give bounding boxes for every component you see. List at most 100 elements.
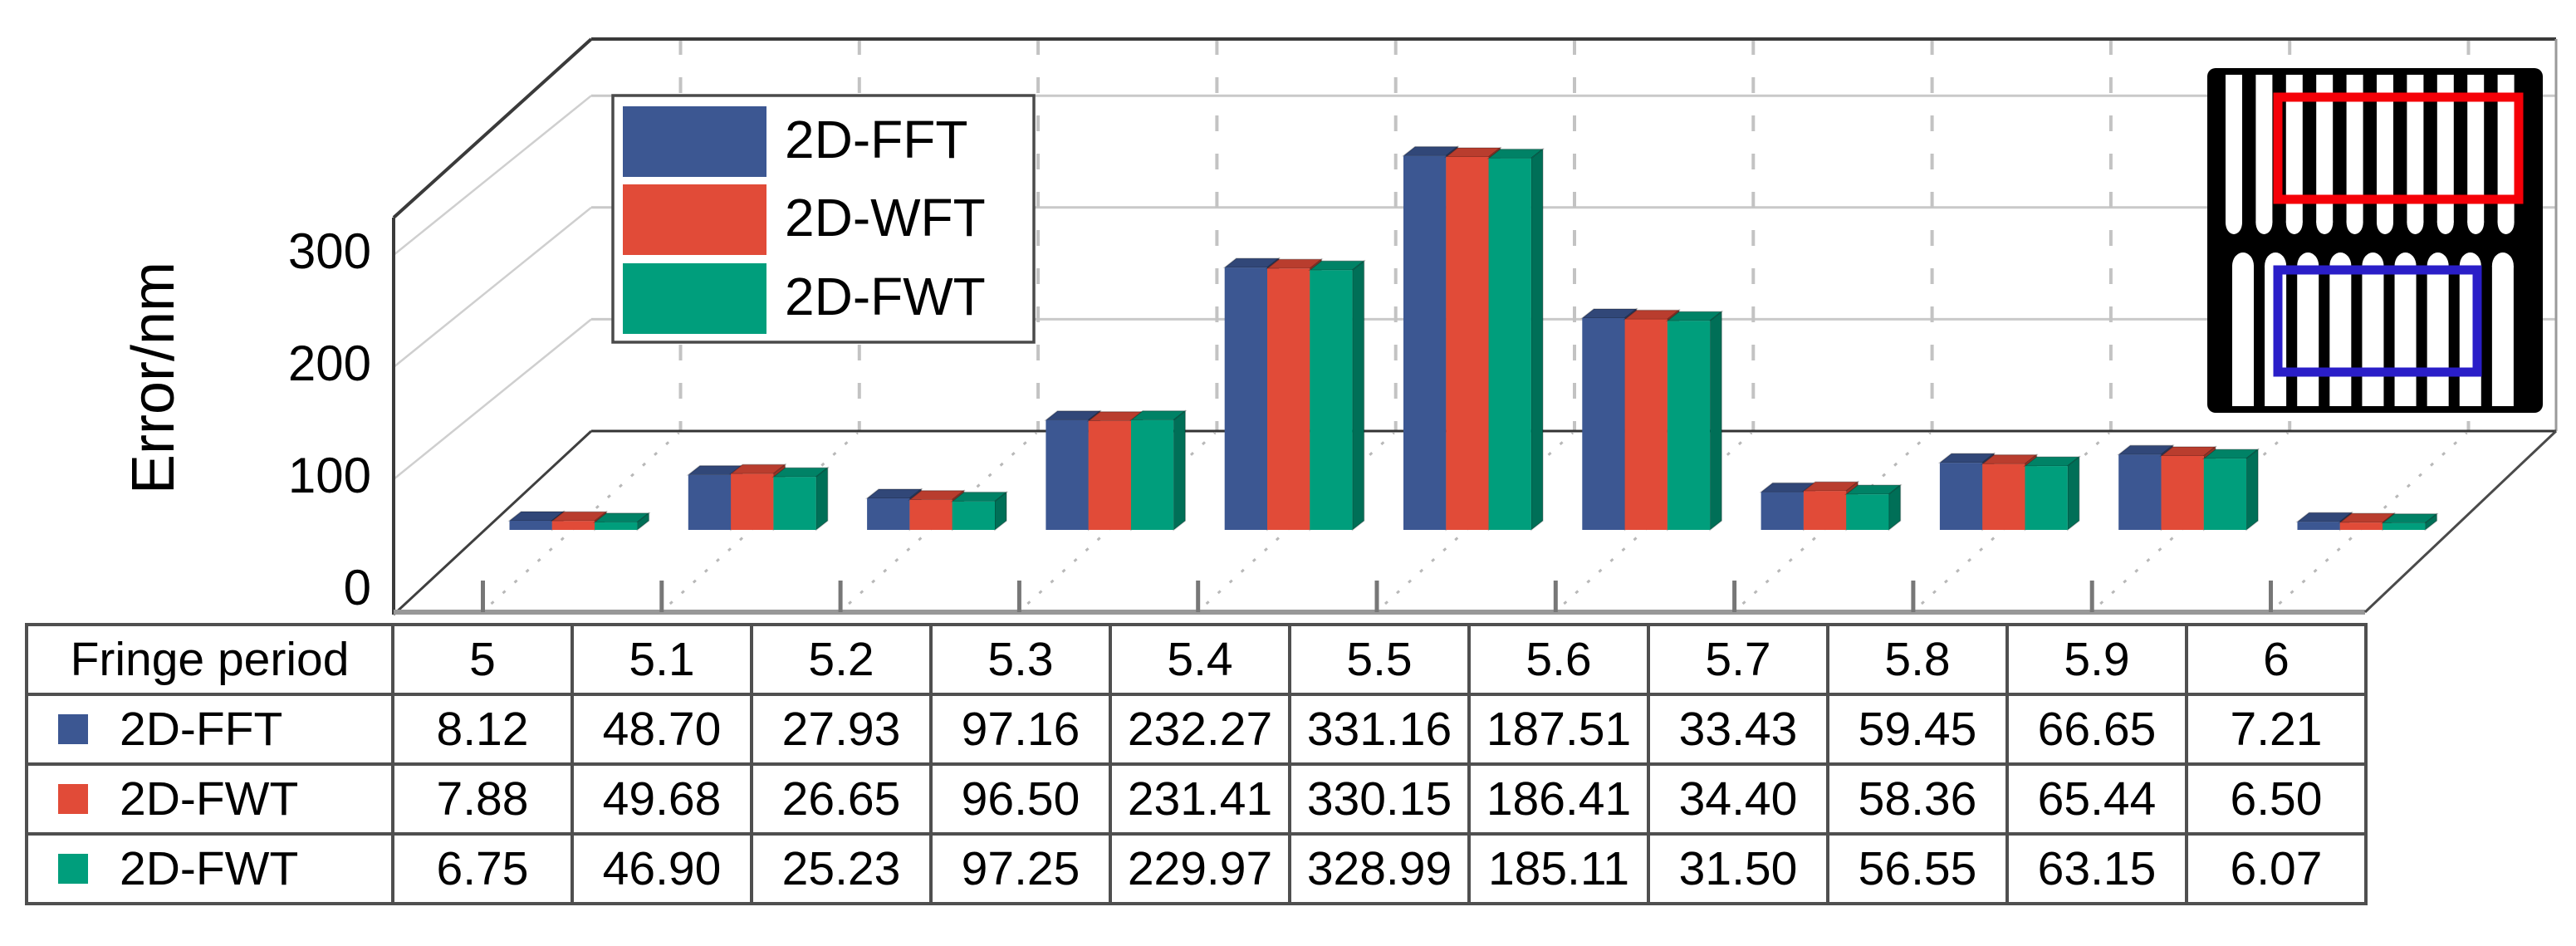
bar-2D-FWT-5.8 [2023,455,2081,532]
bar-front-face [2161,456,2204,530]
inset-top-stripe [2346,75,2363,223]
bar-2D-FWT-6 [2380,512,2439,532]
bar-side-face [2067,455,2080,532]
y-axis-title: Error/nm [120,262,187,494]
header-period-5.1: 5.1 [571,623,753,696]
value-cell: 6.07 [2185,832,2368,905]
left-floor-edge [392,429,593,616]
value-cell: 26.65 [750,762,933,836]
legend-label-2D-FFT: 2D-FFT [785,110,967,169]
data-table: Fringe period 5 5.1 5.2 5.3 5.4 5.5 5.6 5.7 5.8 5.… [25,623,2368,905]
inset-top-stripe [2316,75,2334,223]
header-period-5.8: 5.8 [1826,623,2009,696]
leftwall-gridline-100 [393,318,592,480]
inset-bottom-stripe [2491,266,2514,406]
header-period-5.2: 5.2 [750,623,933,696]
y-tick-label-300: 300 [288,223,371,279]
header-fringe-period: Fringe period [25,623,394,696]
y-axis-labels: 0 100 200 300 Error/nm [120,223,371,615]
bar-front-face [509,520,552,530]
bar-front-face [1624,319,1668,530]
bar-front-face [688,474,732,530]
value-cell: 97.16 [929,693,1112,766]
fringe-inset [2207,68,2543,413]
bar-front-face [1046,419,1089,530]
value-cell: 7.21 [2185,693,2368,766]
bar-2D-FWT-5 [592,512,651,532]
header-period-5: 5 [391,623,574,696]
bar-2D-FWT-5.4 [1308,259,1366,532]
value-cell: 185.11 [1467,832,1650,905]
inset-bottom-stripe [2232,266,2254,406]
table-row-2D-FWT-1: 2D-FWT 7.88 49.68 26.65 96.50 231.41 330.15 186… [25,762,2368,836]
table-row-2D-FWT-2: 2D-FWT 6.75 46.90 25.23 97.25 229.97 328.99 185… [25,832,2368,905]
bar-front-face [2203,458,2247,530]
legend-label-2D-FWT: 2D-FWT [785,267,986,326]
y-tick-label-0: 0 [344,560,371,615]
series-swatch-icon [58,784,88,814]
inset-top-stripe [2407,75,2424,223]
bar-front-face [2339,522,2383,530]
bar-group-5.5 [1401,145,1545,532]
bar-group-5.4 [1222,257,1366,532]
bar-front-face [1446,156,1489,530]
header-period-5.7: 5.7 [1647,623,1829,696]
value-cell: 25.23 [750,832,933,905]
inset-top-stripe-tip [2346,211,2363,234]
leftwall-gridline-200 [393,206,592,368]
inset-bottom-stripe-tip [2232,252,2254,279]
bar-front-face [867,498,910,530]
value-cell: 97.25 [929,832,1112,905]
bar-group-6 [2295,511,2439,532]
value-cell: 231.41 [1109,762,1291,836]
legend-swatch-2D-WFT [623,184,766,255]
value-cell: 65.44 [2005,762,2188,836]
bar-2D-FWT-5.9 [2201,448,2260,532]
value-cell: 34.40 [1647,762,1829,836]
bar-front-face [595,522,638,530]
inset-top-stripe [2377,75,2393,223]
bar-group-5.3 [1044,409,1188,532]
value-cell: 27.93 [750,693,933,766]
inset-top-stripe [2285,75,2303,223]
bar-side-face [1351,259,1365,532]
bar-front-face [952,501,995,530]
bar-side-face [815,466,829,532]
legend-label-2D-WFT: 2D-WFT [785,188,986,248]
legend-swatch-2D-FWT [623,263,766,334]
inset-bottom-stripe-tip [2491,252,2514,279]
bar-2D-FFT-5.2 [864,488,923,532]
bar-front-face [2297,522,2340,530]
bar-front-face [1088,420,1131,530]
header-period-5.3: 5.3 [929,623,1112,696]
value-cell: 8.12 [391,693,574,766]
bar-front-face [2383,522,2426,530]
legend-swatch-2D-FFT [623,106,766,177]
bar-group-5.8 [1937,452,2081,532]
inset-top-stripe-tip [2285,211,2303,234]
inset-top-stripe-tip [2407,211,2424,234]
inset-red-roi-box [2273,92,2524,204]
value-cell: 328.99 [1288,832,1471,905]
bar-front-face [1582,317,1625,530]
bar-2D-FWT-5.5 [1486,148,1545,532]
series-label-cell: 2D-FWT [25,762,394,836]
bar-group-5.6 [1580,307,1724,532]
value-cell: 58.36 [1826,762,2009,836]
inset-top-stripe-tip [2467,211,2485,234]
bar-front-face [1403,155,1447,530]
series-swatch-icon [58,714,88,744]
inset-top-stripe [2436,75,2454,223]
bar-2D-FWT-5.2 [950,491,1009,532]
bar-side-face [636,512,650,532]
value-cell: 66.65 [2005,693,2188,766]
bar-front-face [1267,268,1310,530]
table-row-2D-FFT-0: 2D-FFT 8.12 48.70 27.93 97.16 232.27 331.16 187… [25,693,2368,766]
y-tick-label-100: 100 [288,448,371,503]
leftwall-gridline-300 [393,95,592,256]
bar-side-face [1709,310,1722,532]
series-label-cell: 2D-FWT [25,832,394,905]
bar-2D-FWT-5.1 [771,466,830,532]
bar-2D-FWT-5.6 [1665,310,1724,532]
